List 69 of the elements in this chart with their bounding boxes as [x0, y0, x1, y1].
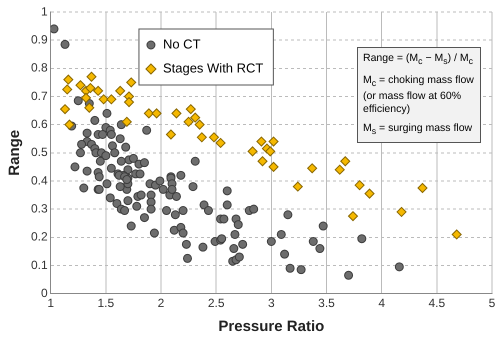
point [124, 97, 134, 108]
point [126, 77, 136, 88]
x-tick-label: 3 [268, 296, 275, 310]
point [340, 156, 350, 166]
point [75, 80, 86, 90]
point [80, 92, 91, 103]
point [348, 211, 358, 222]
point [216, 138, 226, 148]
point [268, 136, 279, 147]
y-tick-label: 0.1 [30, 258, 48, 272]
point [63, 74, 74, 85]
point [171, 108, 182, 118]
point [256, 136, 266, 147]
point [115, 86, 126, 96]
point [98, 94, 109, 104]
point [354, 180, 365, 190]
point [265, 146, 276, 156]
y-axis-title: Range [6, 130, 24, 176]
legend-label: No CT [162, 36, 201, 52]
point [62, 84, 72, 94]
point [292, 182, 303, 192]
legend-label: Stages With RCT [162, 60, 264, 76]
point [122, 116, 132, 127]
point [186, 104, 196, 114]
point [166, 129, 176, 140]
y-tick-label: 1 [40, 4, 48, 18]
point [268, 162, 279, 172]
point [106, 94, 116, 104]
y-tick-label: 0.6 [30, 116, 48, 131]
x-tick-label: 4 [378, 296, 386, 310]
point [364, 188, 375, 199]
y-tick-label: 0 [40, 286, 48, 300]
point [196, 132, 207, 142]
point [184, 116, 194, 127]
point [258, 156, 268, 166]
point [144, 108, 154, 118]
point [307, 163, 318, 174]
point [334, 164, 345, 175]
y-tick-label: 0.5 [30, 145, 48, 160]
point [396, 206, 407, 217]
point [208, 132, 219, 142]
x-tick-label: 3.5 [318, 296, 336, 310]
point [248, 146, 258, 156]
y-tick-label: 0.7 [30, 88, 48, 103]
point [60, 104, 70, 114]
annotation: M$_{s}$ = surging mass flow [363, 122, 474, 138]
x-tick-label: 5 [488, 296, 496, 310]
point [93, 86, 104, 96]
x-axis-title: Pressure Ratio [218, 318, 324, 336]
point [64, 120, 74, 130]
x-tick-label: 1.5 [98, 296, 115, 310]
point [84, 102, 94, 113]
point [152, 108, 162, 118]
annotation: Range = (M$_{c}$ − M$_{s}$) / M$_{c}$ [363, 52, 474, 68]
point [190, 112, 200, 123]
x-tick-label: 4.5 [428, 296, 446, 310]
y-tick-label: 0.8 [30, 60, 48, 75]
y-tick-label: 0.9 [30, 32, 48, 46]
point [85, 83, 96, 94]
point [452, 229, 462, 240]
point [86, 72, 97, 82]
y-tick-label: 0.3 [30, 201, 48, 216]
x-tick-label: 2.5 [208, 296, 225, 310]
x-tick-label: 2 [158, 296, 165, 310]
point [417, 183, 428, 193]
y-tick-label: 0.2 [30, 230, 48, 244]
point [194, 120, 205, 130]
annotation: M$_{c}$ = choking mass flow (or mass flow at 60% efficiency) [363, 74, 475, 116]
y-tick-label: 0.4 [30, 173, 48, 188]
